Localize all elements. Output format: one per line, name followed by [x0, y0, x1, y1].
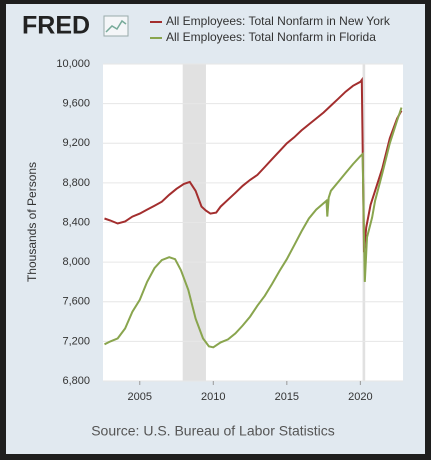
logo-icon — [103, 15, 129, 37]
y-tick-label: 9,600 — [62, 98, 90, 110]
y-tick-label: 7,200 — [62, 335, 90, 347]
x-tick-label: 2005 — [128, 391, 152, 403]
x-tick-label: 2015 — [275, 391, 299, 403]
series-line — [104, 107, 403, 349]
y-tick-label: 6,800 — [62, 375, 90, 387]
y-axis-label: Thousands of Persons — [25, 162, 39, 282]
y-tick-label: 8,800 — [62, 177, 90, 189]
y-tick-label: 8,400 — [62, 216, 90, 228]
logo: FRED — [22, 12, 90, 40]
x-tick-label: 2020 — [348, 391, 372, 403]
y-tick-label: 8,000 — [62, 256, 90, 268]
source: Source: U.S. Bureau of Labor Statistics — [91, 423, 335, 439]
series-line — [104, 76, 403, 253]
legend-label: All Employees: Total Nonfarm in Florida — [166, 30, 376, 44]
x-tick-label: 2010 — [201, 391, 225, 403]
y-tick-label: 10,000 — [56, 58, 90, 70]
y-tick-label: 7,600 — [62, 296, 90, 308]
legend-label: All Employees: Total Nonfarm in New York — [166, 14, 391, 28]
y-tick-label: 9,200 — [62, 137, 90, 149]
